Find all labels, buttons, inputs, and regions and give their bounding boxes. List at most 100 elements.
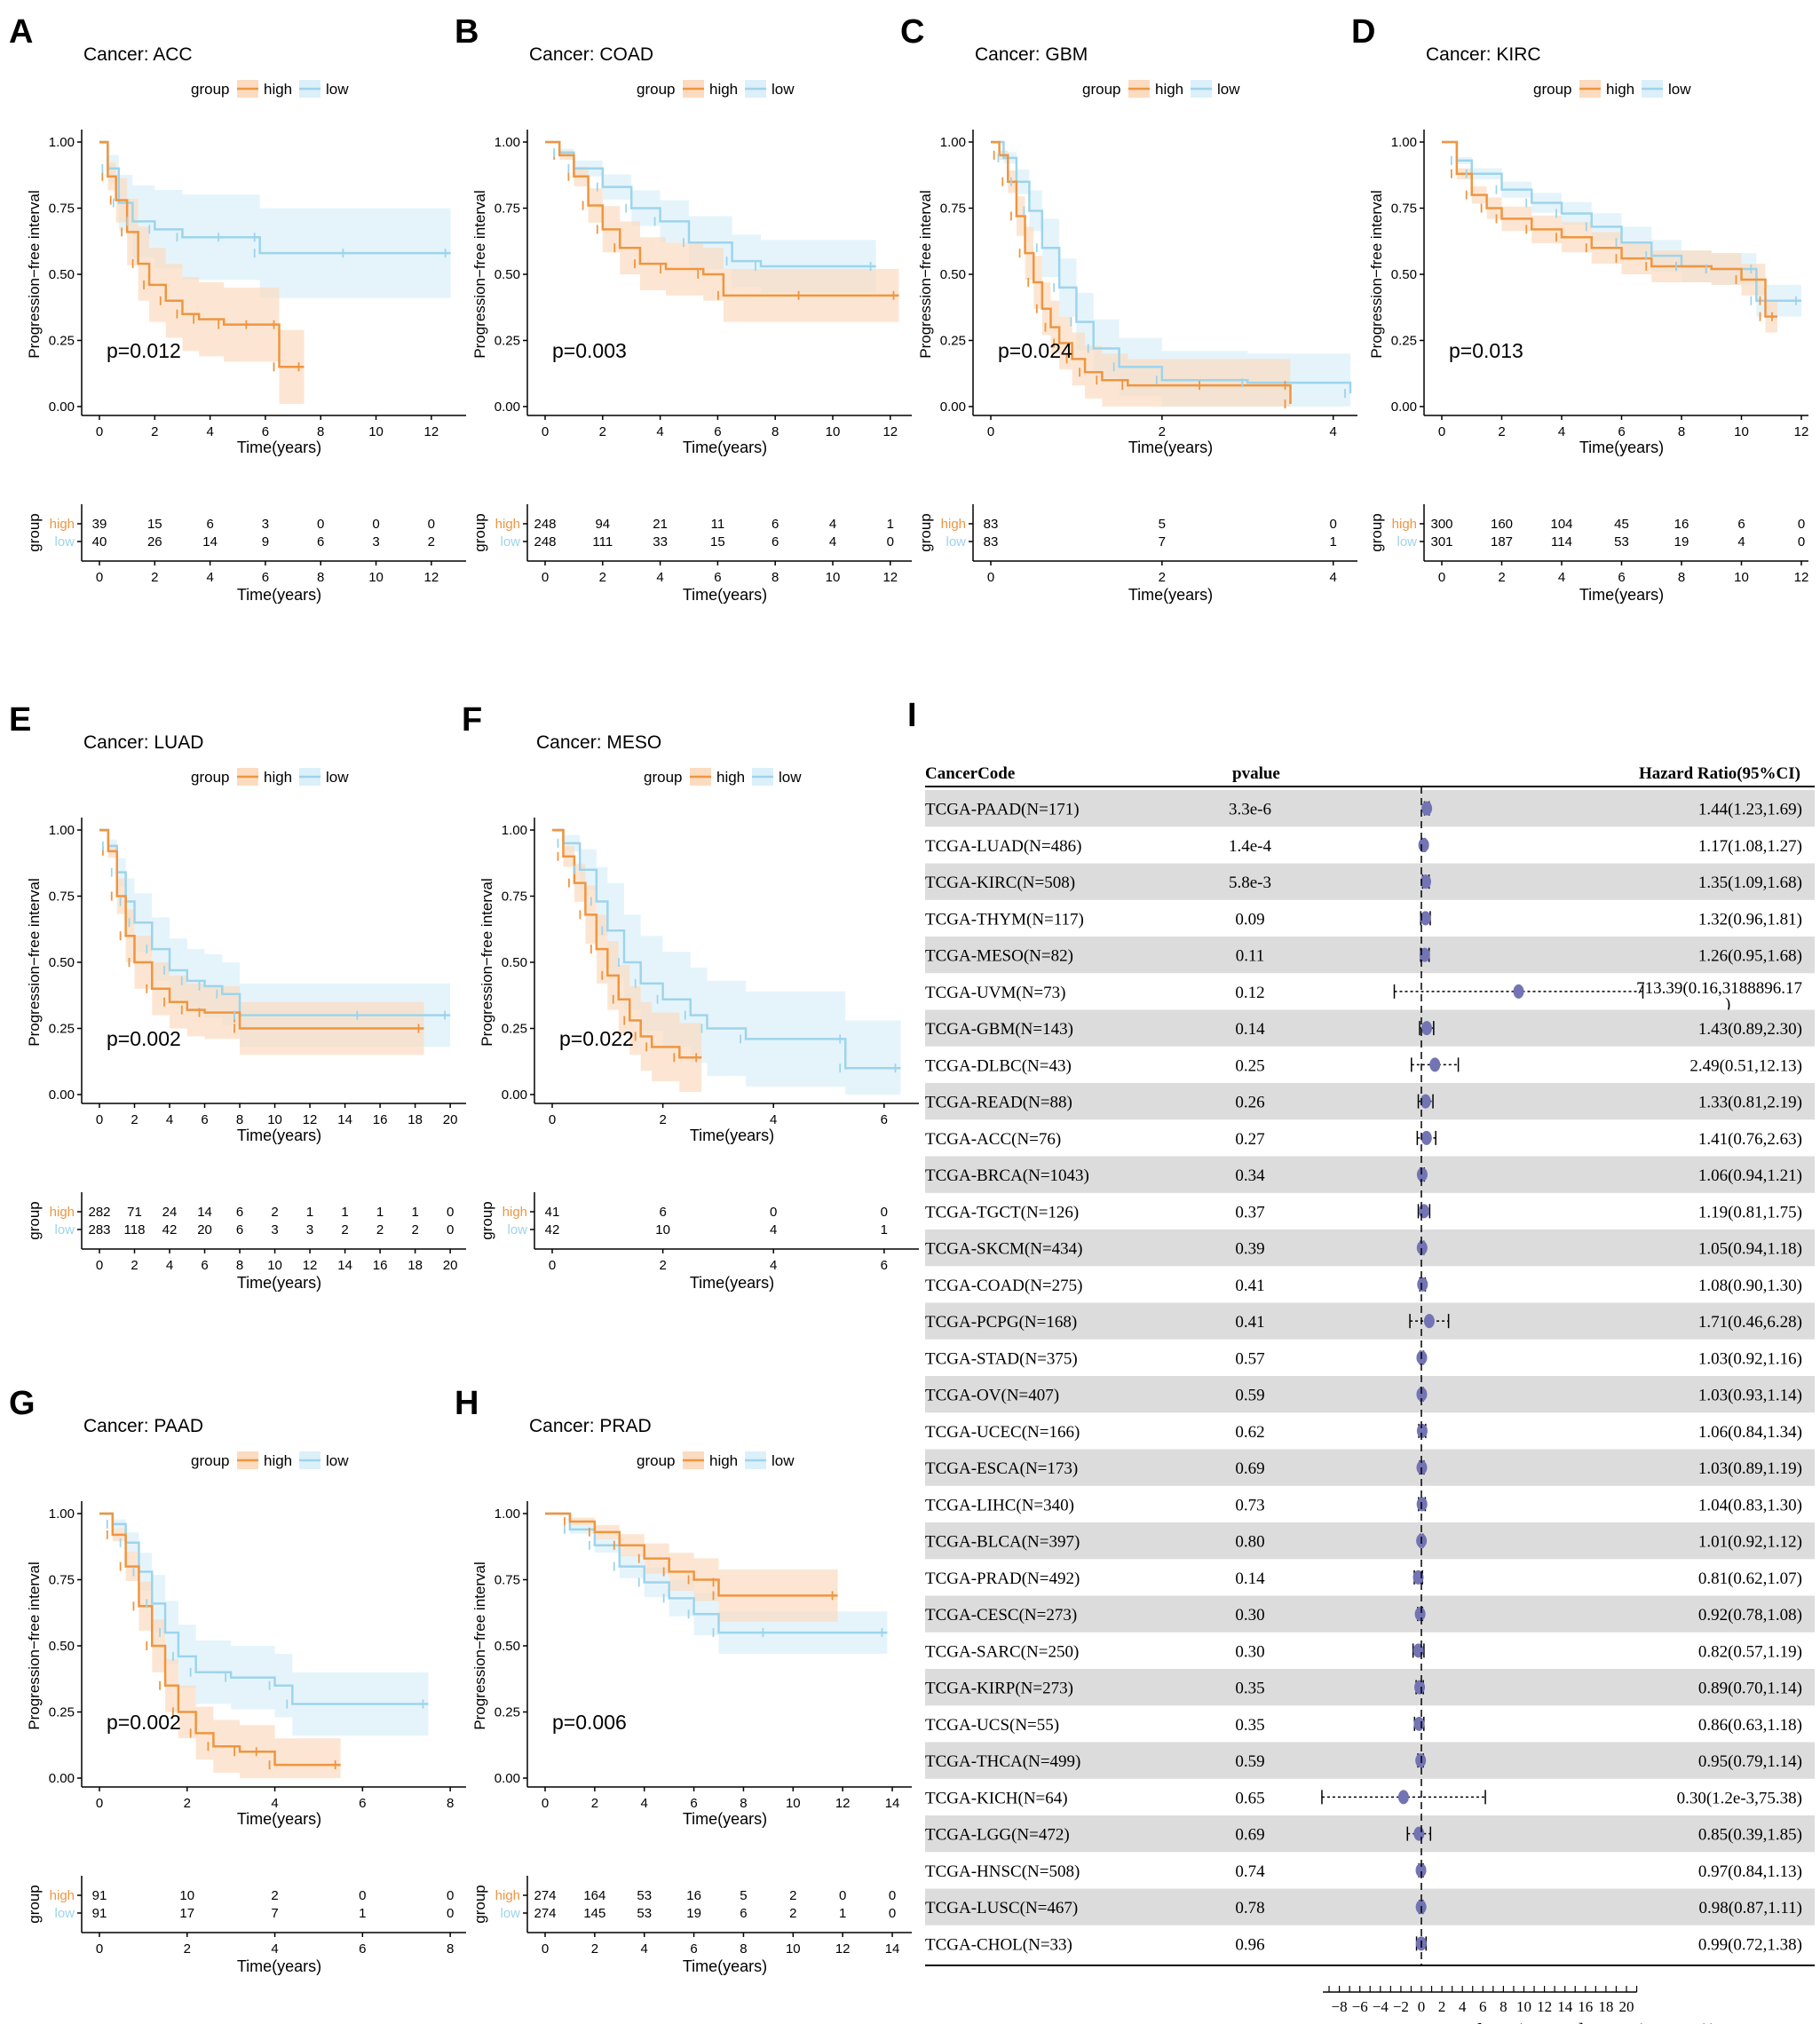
risk-x-tick-label: 12 <box>835 1941 851 1957</box>
x-tick-label: 2 <box>151 424 158 439</box>
legend-label-low: low <box>1217 81 1240 98</box>
hr-point <box>1417 1277 1428 1292</box>
y-tick-label: 0.25 <box>1391 334 1417 349</box>
forest-x-tick-label: 16 <box>1578 1998 1593 2015</box>
risk-count-low: 145 <box>583 1906 605 1921</box>
risk-count-high: 45 <box>1614 517 1629 532</box>
forest-row: TCGA-DLBC(N=43) 0.25 2.49(0.51,12.13) <box>925 1056 1802 1075</box>
legend-label-low: low <box>1668 81 1691 98</box>
p-value: p=0.022 <box>559 1027 634 1050</box>
legend-title: group <box>191 81 229 98</box>
risk-count-high: 6 <box>659 1205 666 1220</box>
risk-label-low: low <box>54 534 75 549</box>
panel-letter: H <box>455 1385 479 1422</box>
legend-title: group <box>644 769 682 786</box>
forest-row: TCGA-CHOL(N=33) 0.96 0.99(0.72,1.38) <box>925 1935 1802 1954</box>
row-pvalue: 0.09 <box>1235 910 1264 929</box>
risk-x-tick-label: 12 <box>882 570 898 585</box>
risk-x-tick-label: 0 <box>542 570 549 585</box>
risk-label-high: high <box>495 517 520 532</box>
row-pvalue: 0.59 <box>1235 1387 1264 1405</box>
forest-x-tick-label: 18 <box>1598 1998 1613 2015</box>
risk-count-low: 2 <box>428 534 435 549</box>
y-axis-label: Progression−free interval <box>479 878 495 1046</box>
risk-count-low: 1 <box>881 1222 888 1237</box>
forest-row: TCGA-COAD(N=275) 0.41 1.08(0.90,1.30) <box>925 1277 1802 1295</box>
risk-count-high: 104 <box>1550 517 1572 532</box>
forest-x-tick-label: 4 <box>1459 1998 1467 2015</box>
forest-row: TCGA-TGCT(N=126) 0.37 1.19(0.81,1.75) <box>925 1203 1802 1222</box>
risk-count-high: 248 <box>534 517 556 532</box>
forest-x-tick-label: 20 <box>1619 1998 1634 2015</box>
row-pvalue: 0.12 <box>1235 984 1264 1002</box>
row-hr: 1.05(0.94,1.18) <box>1698 1240 1802 1259</box>
risk-count-high: 0 <box>1798 517 1805 532</box>
forest-x-tick-label: −8 <box>1332 1998 1348 2015</box>
risk-x-tick-label: 4 <box>641 1941 648 1957</box>
row-hr: 0.99(0.72,1.38) <box>1698 1935 1802 1954</box>
km-curve-high <box>991 140 1292 405</box>
panel-letter: E <box>9 701 31 739</box>
ci-band-high <box>552 830 702 1093</box>
row-pvalue: 0.39 <box>1235 1240 1264 1259</box>
row-cancer-code: TCGA-UCEC(N=166) <box>925 1423 1080 1442</box>
risk-x-tick-label: 6 <box>690 1941 697 1957</box>
risk-count-low: 301 <box>1430 534 1452 549</box>
km-panel-f: F Cancer: MESO group high low 0.00 0.25 0.50 0.7… <box>462 701 919 1292</box>
row-cancer-code: TCGA-PCPG(N=168) <box>925 1313 1077 1332</box>
y-tick-label: 1.00 <box>502 823 527 838</box>
row-pvalue: 0.30 <box>1235 1642 1264 1661</box>
forest-row: TCGA-MESO(N=82) 0.11 1.26(0.95,1.68) <box>925 937 1815 974</box>
risk-count-low: 91 <box>92 1906 107 1921</box>
hr-point <box>1420 1094 1431 1109</box>
x-tick-label: 12 <box>424 424 439 439</box>
risk-count-low: 6 <box>317 534 324 549</box>
y-tick-label: 0.00 <box>940 399 966 415</box>
row-cancer-code: TCGA-OV(N=407) <box>925 1387 1059 1405</box>
y-tick-label: 0.25 <box>502 1022 527 1037</box>
risk-x-tick-label: 6 <box>201 1258 208 1273</box>
risk-x-tick-label: 14 <box>337 1258 352 1273</box>
forest-row: TCGA-LUSC(N=467) 0.78 0.98(0.87,1.11) <box>925 1888 1815 1925</box>
risk-count-low: 1 <box>359 1906 366 1921</box>
row-pvalue: 0.62 <box>1235 1423 1264 1442</box>
risk-count-high: 1 <box>306 1205 313 1220</box>
risk-count-high: 2 <box>271 1205 278 1220</box>
risk-x-tick-label: 4 <box>770 1258 777 1273</box>
y-tick-label: 0.50 <box>49 267 75 282</box>
risk-x-tick-label: 0 <box>96 570 103 585</box>
legend-label-low: low <box>326 769 349 786</box>
row-hr: 1.41(0.76,2.63) <box>1698 1130 1802 1149</box>
risk-x-tick-label: 16 <box>373 1258 388 1273</box>
hr-point <box>1414 1607 1426 1622</box>
forest-x-axis-label: log2(Hazard Ratio(95%CI)) <box>1477 2020 1717 2024</box>
risk-x-tick-label: 0 <box>96 1941 103 1957</box>
legend-label-low: low <box>326 1452 349 1469</box>
y-axis-label: Progression−free interval <box>1368 190 1385 358</box>
hr-point <box>1421 801 1433 816</box>
risk-x-tick-label: 8 <box>317 570 324 585</box>
km-curve-high <box>99 828 424 1030</box>
risk-count-high: 0 <box>317 517 324 532</box>
risk-count-high: 71 <box>127 1205 142 1220</box>
x-tick-label: 8 <box>317 424 324 439</box>
risk-count-low: 118 <box>124 1222 146 1237</box>
risk-label-high: high <box>50 1888 75 1903</box>
row-hr: 1.03(0.93,1.14) <box>1698 1387 1802 1405</box>
row-hr: 1.33(0.81,2.19) <box>1698 1094 1802 1112</box>
ci-band-high <box>99 1514 341 1778</box>
y-axis-label: Progression−free interval <box>471 1561 488 1729</box>
risk-count-high: 6 <box>206 517 213 532</box>
risk-x-tick-label: 0 <box>1438 570 1445 585</box>
risk-count-low: 1 <box>839 1906 846 1921</box>
risk-count-low: 4 <box>829 534 836 549</box>
risk-count-low: 2 <box>789 1906 796 1921</box>
row-shade <box>925 1156 1815 1193</box>
x-tick-label: 4 <box>1330 424 1337 439</box>
risk-y-axis-label: group <box>917 513 934 551</box>
x-tick-label: 2 <box>1498 424 1505 439</box>
risk-count-low: 6 <box>236 1222 243 1237</box>
x-tick-label: 8 <box>772 424 779 439</box>
legend-label-high: high <box>716 769 745 786</box>
row-cancer-code: TCGA-ESCA(N=173) <box>925 1459 1078 1478</box>
